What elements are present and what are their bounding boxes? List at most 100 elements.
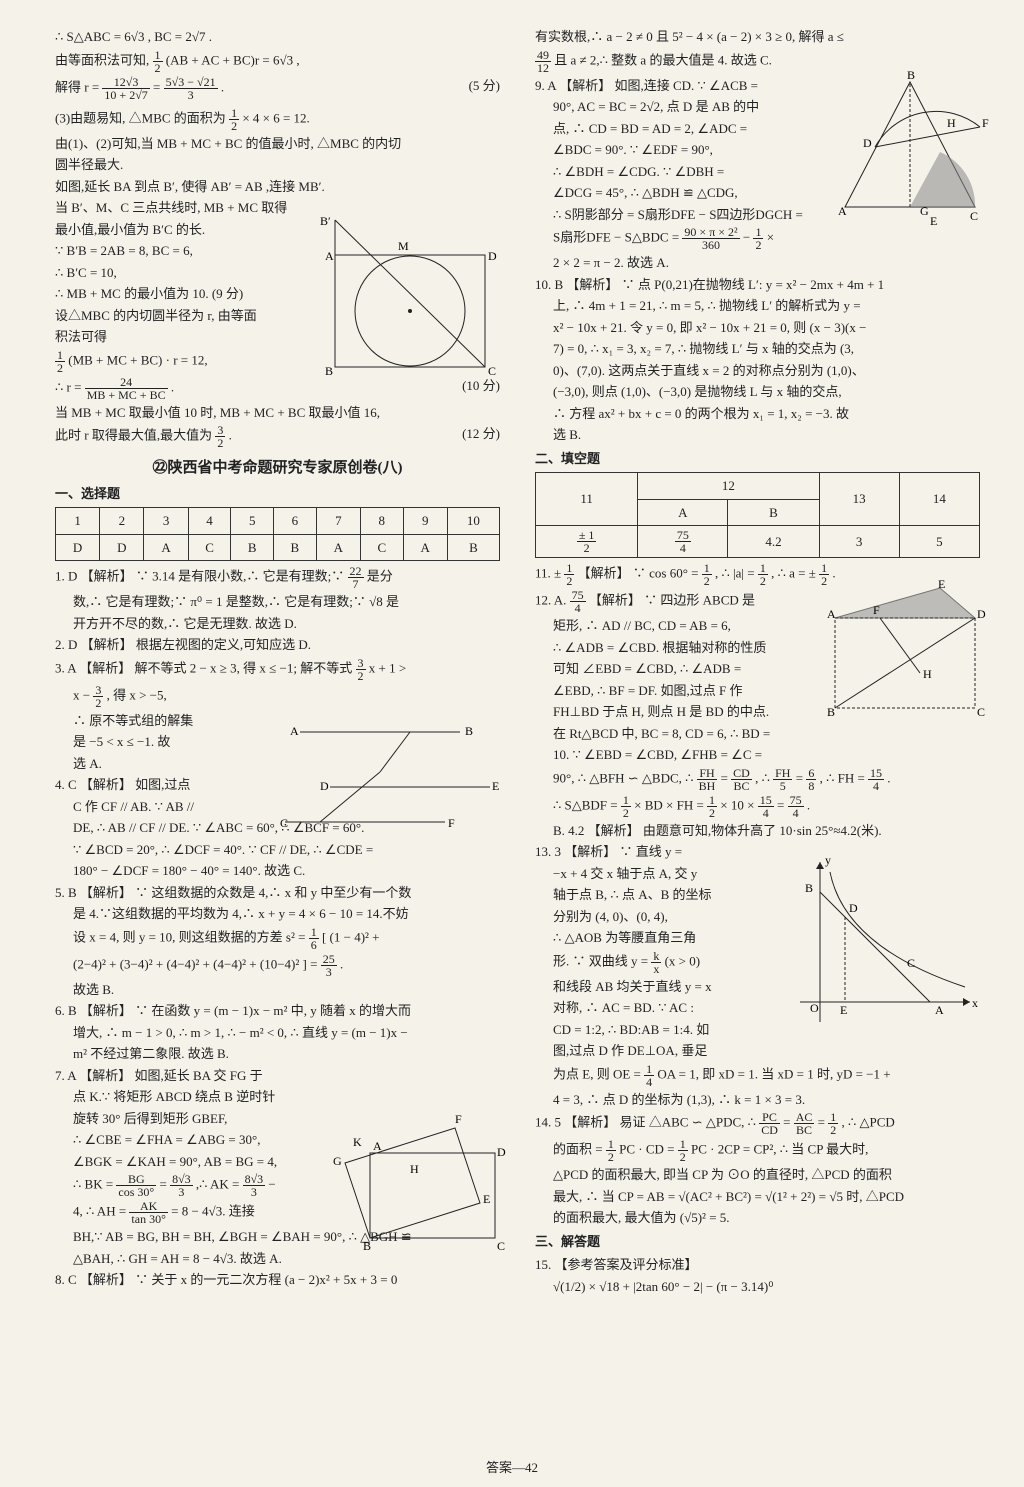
svg-text:F: F	[982, 116, 989, 130]
text: 10. ∵ ∠EBD = ∠CBD, ∠FHB = ∠C =	[535, 745, 980, 765]
text: 的面积最大, 最大值为 (√5)² = 5.	[535, 1208, 980, 1228]
svg-text:B: B	[827, 705, 835, 719]
text: 由(1)、(2)可知,当 MB + MC + BC 的值最小时, △MBC 的内…	[55, 134, 500, 154]
svg-text:G: G	[333, 1154, 342, 1168]
diagram-sector: A B C D E F G H	[835, 67, 990, 232]
text: 6. B 【解析】 ∵ 在函数 y = (m − 1)x − m² 中, y 随…	[55, 1001, 500, 1021]
text: 数,∴ 它是有理数;∵ π⁰ = 1 是整数,∴ 它是有理数;∵ √8 是	[55, 592, 500, 612]
text: 14. 5 【解析】 易证 △ABC ∽ △PDC, ∴ PCCD = ACBC…	[535, 1111, 980, 1136]
text: 0)、(7,0). 这两点关于直线 x = 2 的对称点分别为 (1,0)、	[535, 361, 980, 381]
text: m² 不经过第二象限. 故选 B.	[55, 1044, 500, 1064]
svg-text:A: A	[827, 607, 836, 621]
sub-heading: 二、填空题	[535, 449, 980, 469]
svg-text:K: K	[353, 1135, 362, 1149]
svg-text:B: B	[325, 364, 333, 378]
svg-text:A: A	[325, 249, 334, 263]
svg-text:E: E	[930, 214, 937, 228]
answer-table: 12345678910 DDACBBACAB	[55, 507, 500, 561]
svg-text:A: A	[838, 204, 847, 218]
diagram-hyperbola: O A B C D E x y	[775, 852, 980, 1032]
text: (−3,0), 则点 (1,0)、(−3,0) 是抛物线 L 与 x 轴的交点,	[535, 382, 980, 402]
text: (2−4)² + (3−4)² + (4−4)² + (4−4)² + (10−…	[55, 953, 500, 978]
svg-text:C: C	[907, 956, 915, 970]
svg-text:H: H	[947, 116, 956, 130]
svg-text:E: E	[492, 779, 499, 793]
text: 4 = 3, ∴ 点 D 的坐标为 (1,3), ∴ k = 1 × 3 = 3…	[535, 1090, 980, 1110]
text: 7. A 【解析】 如图,延长 BA 交 FG 于	[55, 1066, 500, 1086]
svg-text:C: C	[970, 209, 978, 223]
text: 为点 E, 则 OE = 14 OA = 1, 即 xD = 1. 当 xD =…	[535, 1063, 980, 1088]
svg-text:D: D	[488, 249, 497, 263]
svg-text:A: A	[290, 724, 299, 738]
text: 3. A 【解析】 解不等式 2 − x ≥ 3, 得 x ≤ −1; 解不等式…	[55, 657, 500, 682]
text: x² − 10x + 21. 令 y = 0, 即 x² − 10x + 21 …	[535, 318, 980, 338]
sub-heading: 三、解答题	[535, 1232, 980, 1252]
svg-text:C: C	[497, 1239, 505, 1253]
text: 180° − ∠DCF = 180° − 40° = 140°. 故选 C.	[55, 861, 500, 881]
svg-text:F: F	[455, 1112, 462, 1126]
text: 故选 B.	[55, 980, 500, 1000]
text: 解得 r = 12√310 + 2√7 = 5√3 − √213 . (5 分)	[55, 76, 500, 101]
diagram-incircle: A B C D M B′	[320, 215, 500, 385]
svg-text:B: B	[363, 1239, 371, 1253]
text: 开方开不尽的数,∴ 它是无理数. 故选 D.	[55, 614, 500, 634]
text: 是 4.∵这组数据的平均数为 4,∴ x + y = 4 × 6 − 10 = …	[55, 904, 500, 924]
text: 增大, ∴ m − 1 > 0, ∴ m > 1, ∴ − m² < 0, ∴ …	[55, 1023, 500, 1043]
svg-text:x: x	[972, 996, 978, 1010]
text: 5. B 【解析】 ∵ 这组数据的众数是 4,∴ x 和 y 中至少有一个数	[55, 883, 500, 903]
text: ∴ S△ABC = 6√3 , BC = 2√7 .	[55, 27, 500, 47]
text: 的面积 = 12 PC · CD = 12 PC · 2CP = CP², ∴ …	[535, 1138, 980, 1163]
svg-text:A: A	[935, 1003, 944, 1017]
text: 上, ∴ 4m + 1 = 21, ∴ m = 5, ∴ 抛物线 L′ 的解析式…	[535, 296, 980, 316]
svg-text:y: y	[825, 853, 831, 867]
text: 最大, ∴ 当 CP = AB = √(AC² + BC²) = √(1² + …	[535, 1187, 980, 1207]
svg-text:D: D	[863, 136, 872, 150]
svg-text:B: B	[465, 724, 473, 738]
text: 选 B.	[535, 425, 980, 445]
text: ∴ 方程 ax² + bx + c = 0 的两个根为 x₁ = 1, x₂ =…	[535, 404, 980, 424]
text: 圆半径最大.	[55, 155, 500, 175]
text: B. 4.2 【解析】 由题意可知,物体升高了 10·sin 25°≈4.2(米…	[535, 821, 980, 841]
text: 2. D 【解析】 根据左视图的定义,可知应选 D.	[55, 635, 500, 655]
text: △PCD 的面积最大, 即当 CP 为 ⊙O 的直径时, △PCD 的面积	[535, 1165, 980, 1185]
svg-text:D: D	[497, 1145, 506, 1159]
svg-text:E: E	[938, 578, 945, 591]
text: 有实数根,∴ a − 2 ≠ 0 且 5² − 4 × (a − 2) × 3 …	[535, 27, 980, 47]
svg-text:D: D	[320, 779, 329, 793]
text: x − 32 , 得 x > −5,	[55, 684, 500, 709]
svg-text:C: C	[280, 816, 288, 830]
text: 15. 【参考答案及评分标准】	[535, 1255, 980, 1275]
svg-text:C: C	[488, 364, 496, 378]
svg-text:E: E	[840, 1003, 847, 1017]
svg-text:F: F	[448, 816, 455, 830]
text: 7) = 0, ∴ x₁ = 3, x₂ = 7, ∴ 抛物线 L′ 与 x 轴…	[535, 339, 980, 359]
svg-text:A: A	[373, 1139, 382, 1153]
svg-text:B′: B′	[320, 215, 331, 228]
text: 由等面积法可知, 12 (AB + AC + BC)r = 6√3 ,	[55, 49, 500, 74]
svg-text:C: C	[977, 705, 985, 719]
fill-answer-table: 11 12 13 14 A B ± 12 754 4.2 3 5	[535, 472, 980, 558]
section-title: ㉒陕西省中考命题研究专家原创卷(八)	[55, 457, 500, 480]
text: 此时 r 取得最大值,最大值为 32 . (12 分)	[55, 424, 500, 449]
diagram-rect-fold: A B C D E F H	[825, 578, 990, 728]
svg-text:F: F	[873, 603, 880, 617]
text: ∴ S△BDF = 12 × BD × FH = 12 × 10 × 154 =…	[535, 794, 980, 819]
svg-text:H: H	[923, 667, 932, 681]
text: 设 x = 4, 则 y = 10, 则这组数据的方差 s² = 16 [ (1…	[55, 926, 500, 951]
text: √(1/2) × √18 + |2tan 60° − 2| − (π − 3.1…	[535, 1277, 980, 1297]
svg-text:H: H	[410, 1162, 419, 1176]
page-footer: 答案—42	[0, 1458, 1024, 1478]
svg-text:G: G	[920, 204, 929, 218]
svg-text:B: B	[907, 68, 915, 82]
text: 点 K.∵ 将矩形 ABCD 绕点 B 逆时针	[55, 1087, 500, 1107]
text: 当 MB + MC 取最小值 10 时, MB + MC + BC 取最小值 1…	[55, 403, 500, 423]
svg-text:D: D	[849, 901, 858, 915]
svg-text:M: M	[398, 239, 409, 253]
diagram-lines: A B D E C F	[280, 717, 500, 832]
text: 1. D 【解析】 ∵ 3.14 是有限小数,∴ 它是有理数;∵ 227 是分	[55, 565, 500, 590]
text: 如图,延长 BA 到点 B′, 使得 AB′ = AB ,连接 MB′.	[55, 177, 500, 197]
text: ∵ ∠BCD = 20°, ∴ ∠DCF = 40°. ∵ CF // DE, …	[55, 840, 500, 860]
svg-text:B: B	[805, 881, 813, 895]
text: 图,过点 D 作 DE⊥OA, 垂足	[535, 1041, 980, 1061]
sub-heading: 一、选择题	[55, 484, 500, 504]
